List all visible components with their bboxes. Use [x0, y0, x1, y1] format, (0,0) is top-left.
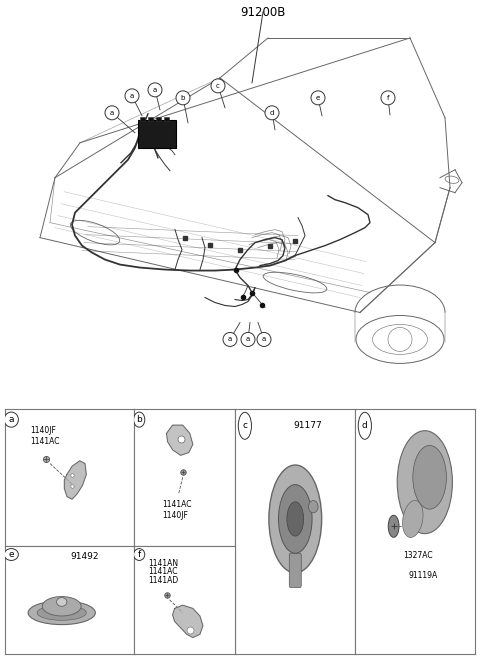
FancyBboxPatch shape: [164, 117, 169, 121]
Text: e: e: [9, 550, 14, 559]
Text: a: a: [228, 336, 232, 342]
Text: 1141AD: 1141AD: [148, 576, 179, 585]
Text: 1327AC: 1327AC: [403, 551, 433, 560]
Ellipse shape: [42, 597, 81, 616]
FancyBboxPatch shape: [140, 117, 145, 121]
FancyBboxPatch shape: [138, 120, 176, 148]
Ellipse shape: [28, 601, 96, 625]
Circle shape: [148, 83, 162, 97]
Text: a: a: [262, 336, 266, 342]
Text: a: a: [153, 87, 157, 93]
Text: d: d: [270, 110, 274, 116]
Text: 1141AC: 1141AC: [148, 567, 178, 576]
Text: 91119A: 91119A: [408, 571, 437, 579]
Polygon shape: [167, 425, 193, 455]
Text: 91200B: 91200B: [240, 6, 286, 19]
Circle shape: [238, 413, 252, 440]
Polygon shape: [64, 461, 86, 499]
Circle shape: [125, 89, 139, 103]
Circle shape: [133, 549, 145, 560]
Text: a: a: [246, 336, 250, 342]
Circle shape: [278, 485, 312, 553]
Text: 1140JF: 1140JF: [162, 511, 188, 520]
Circle shape: [358, 413, 372, 440]
Text: c: c: [242, 421, 247, 430]
Text: f: f: [138, 550, 141, 559]
Circle shape: [287, 502, 304, 536]
Ellipse shape: [397, 431, 453, 533]
Circle shape: [241, 332, 255, 346]
FancyBboxPatch shape: [289, 553, 301, 587]
Text: 91177: 91177: [293, 421, 322, 430]
Text: b: b: [136, 415, 142, 424]
Circle shape: [133, 412, 145, 427]
Text: 91492: 91492: [71, 552, 99, 561]
Text: 1140JF: 1140JF: [31, 426, 57, 435]
FancyBboxPatch shape: [148, 117, 153, 121]
Ellipse shape: [413, 445, 446, 509]
Circle shape: [381, 91, 395, 105]
Circle shape: [211, 79, 225, 93]
Circle shape: [57, 598, 67, 606]
Ellipse shape: [37, 605, 86, 620]
Text: 1141AC: 1141AC: [162, 500, 192, 509]
Text: f: f: [387, 95, 389, 101]
Circle shape: [257, 332, 271, 346]
Circle shape: [4, 412, 18, 427]
Circle shape: [388, 515, 399, 537]
Text: a: a: [9, 415, 14, 424]
Text: 1141AN: 1141AN: [148, 558, 179, 568]
Ellipse shape: [309, 501, 318, 513]
Text: a: a: [130, 93, 134, 99]
Circle shape: [4, 549, 18, 560]
Ellipse shape: [403, 501, 423, 537]
Polygon shape: [173, 605, 203, 637]
Text: e: e: [316, 95, 320, 101]
Circle shape: [223, 332, 237, 346]
Text: d: d: [362, 421, 368, 430]
Circle shape: [311, 91, 325, 105]
FancyBboxPatch shape: [156, 117, 161, 121]
Text: a: a: [110, 110, 114, 116]
Circle shape: [176, 91, 190, 105]
Circle shape: [269, 465, 322, 573]
Circle shape: [105, 106, 119, 120]
Text: 1141AC: 1141AC: [31, 437, 60, 446]
Text: b: b: [181, 95, 185, 101]
Text: c: c: [216, 83, 220, 89]
Circle shape: [265, 106, 279, 120]
